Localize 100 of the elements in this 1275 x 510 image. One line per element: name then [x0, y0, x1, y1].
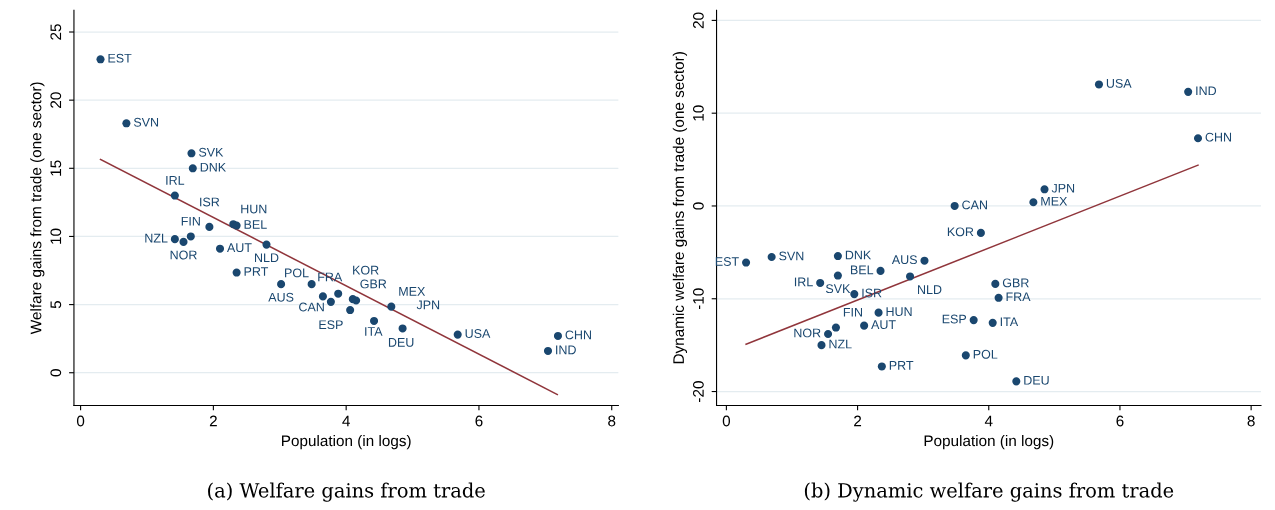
point — [179, 237, 188, 246]
y-tick-label: 20 — [692, 12, 704, 29]
y-tick-label: 0 — [50, 369, 62, 377]
annotation: KOR — [947, 227, 974, 237]
y-tick-label: 20 — [50, 92, 62, 108]
annotation: PRT — [889, 361, 914, 370]
x-tick-label: 6 — [475, 415, 483, 427]
annotation: SVK — [825, 284, 851, 294]
annotation: USA — [465, 329, 491, 338]
point — [950, 201, 959, 211]
point — [277, 280, 286, 289]
point — [1184, 87, 1193, 96]
point — [346, 306, 355, 315]
y-axis-title: Welfare gains from trade (one sector) — [30, 82, 45, 335]
point — [387, 302, 396, 311]
point — [860, 321, 869, 330]
point — [976, 228, 985, 237]
point — [370, 316, 379, 325]
annotation: SVN — [133, 117, 159, 127]
text: (a) Welfare gains from trade — [208, 482, 485, 502]
point — [96, 55, 105, 64]
y-tick-label: 10 — [692, 105, 704, 121]
point — [1012, 377, 1021, 386]
annotation: CAN — [962, 200, 987, 210]
point — [833, 252, 842, 261]
annotation: ITA — [1000, 317, 1019, 327]
annotation: NOR — [170, 250, 197, 260]
point — [232, 268, 241, 277]
annotation: ITA — [365, 327, 383, 336]
annotation: HUN — [241, 204, 267, 214]
annotation: IRL — [166, 176, 185, 185]
annotation: GBR — [1002, 278, 1029, 288]
annotation: FIN — [181, 216, 200, 226]
annotation: IRL — [794, 277, 813, 287]
point — [188, 164, 197, 173]
annotation: CAN — [299, 302, 324, 312]
y-tick-label: 15 — [50, 160, 62, 176]
point — [543, 346, 553, 355]
y-tick-label: 5 — [50, 300, 62, 309]
x-tick-label: 2 — [854, 415, 862, 427]
annotation: EST — [108, 53, 132, 63]
x-tick-label: 4 — [342, 415, 350, 427]
point — [816, 278, 825, 288]
point — [817, 341, 826, 350]
x-tick-label: 0 — [722, 415, 731, 427]
point — [398, 324, 407, 333]
point — [318, 292, 327, 301]
y-tick-label: -10 — [692, 288, 704, 310]
annotation: FRA — [1006, 292, 1031, 302]
annotation: PRT — [244, 267, 269, 276]
annotation: POL — [285, 268, 309, 278]
annotation: DEU — [1024, 375, 1049, 385]
annotation: DNK — [200, 162, 226, 172]
point — [961, 351, 970, 360]
annotation: BEL — [244, 220, 267, 229]
point — [334, 289, 343, 298]
x-tick-label: 0 — [76, 415, 85, 427]
annotation: DNK — [845, 250, 872, 260]
point — [170, 235, 179, 244]
point — [988, 318, 997, 327]
annotation: AUS — [891, 255, 917, 265]
annotation: NOR — [794, 328, 821, 338]
point — [352, 296, 361, 305]
annotation: IND — [556, 345, 576, 355]
annotation: BEL — [850, 265, 874, 275]
annotation: USA — [1106, 78, 1132, 88]
annotation: MEX — [1041, 196, 1068, 206]
point — [1193, 134, 1203, 143]
annotation: HUN — [886, 307, 912, 317]
point — [1029, 198, 1038, 207]
annotation: AUS — [268, 292, 294, 302]
point — [877, 362, 886, 371]
y-tick-label: -20 — [692, 381, 704, 402]
annotation: AUT — [226, 243, 252, 253]
annotation: IND — [1196, 86, 1217, 96]
point — [831, 323, 840, 332]
point — [742, 258, 751, 267]
annotation: SVN — [779, 251, 804, 261]
annotation: SVK — [198, 147, 224, 157]
annotation: ESP — [319, 320, 343, 330]
x-tick-label: 8 — [1247, 415, 1255, 427]
point — [453, 330, 462, 339]
annotation: GBR — [360, 279, 387, 289]
y-axis-title: Dynamic welfare gains from trade (one sector) — [672, 52, 688, 364]
point — [969, 316, 978, 325]
annotation: KOR — [353, 265, 379, 275]
point — [1094, 80, 1104, 89]
annotation: AUT — [871, 320, 896, 330]
annotation: JPN — [416, 300, 440, 310]
point — [991, 279, 1000, 288]
y-tick-label: 0 — [692, 202, 704, 210]
x-tick-label: 2 — [209, 415, 217, 427]
annotation: MEX — [399, 287, 426, 296]
x-tick-label: 8 — [608, 415, 616, 427]
point — [215, 244, 225, 253]
point — [767, 252, 776, 262]
point — [307, 280, 316, 289]
point — [824, 329, 833, 339]
point — [906, 272, 915, 281]
point — [170, 191, 179, 200]
